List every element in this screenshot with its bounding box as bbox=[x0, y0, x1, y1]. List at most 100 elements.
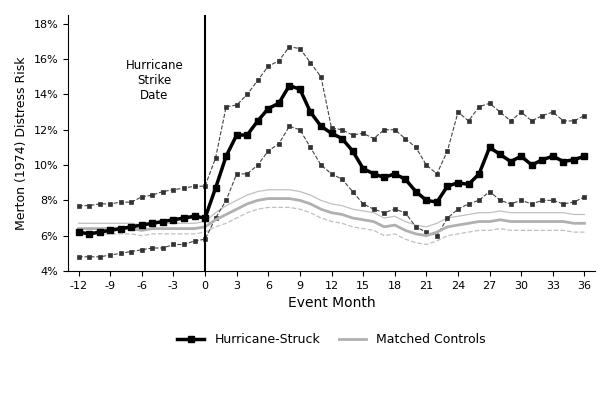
Matched Controls bbox=[381, 225, 388, 229]
Hurricane-Struck bbox=[475, 171, 483, 176]
Matched Controls bbox=[359, 217, 367, 222]
Matched Controls bbox=[475, 219, 483, 224]
Matched Controls bbox=[560, 219, 567, 224]
Hurricane-Struck bbox=[233, 133, 240, 137]
Y-axis label: Merton (1974) Distress Risk: Merton (1974) Distress Risk bbox=[15, 56, 28, 230]
Hurricane-Struck bbox=[127, 225, 135, 229]
Matched Controls bbox=[117, 226, 124, 231]
Hurricane-Struck bbox=[285, 83, 293, 88]
Text: Hurricane
Strike
Date: Hurricane Strike Date bbox=[126, 59, 184, 102]
Hurricane-Struck bbox=[296, 87, 304, 91]
Hurricane-Struck bbox=[117, 226, 124, 231]
Hurricane-Struck bbox=[570, 157, 578, 162]
Hurricane-Struck bbox=[328, 131, 335, 136]
Hurricane-Struck bbox=[423, 198, 430, 203]
Matched Controls bbox=[127, 226, 135, 231]
Hurricane-Struck bbox=[528, 163, 536, 168]
Matched Controls bbox=[149, 226, 156, 231]
Matched Controls bbox=[159, 226, 167, 231]
Hurricane-Struck bbox=[223, 154, 230, 159]
Matched Controls bbox=[391, 223, 398, 227]
Matched Controls bbox=[275, 196, 282, 201]
Matched Controls bbox=[75, 226, 82, 231]
Hurricane-Struck bbox=[275, 101, 282, 106]
Line: Hurricane-Struck: Hurricane-Struck bbox=[76, 82, 587, 237]
Hurricane-Struck bbox=[149, 221, 156, 226]
Matched Controls bbox=[570, 221, 578, 226]
Hurricane-Struck bbox=[307, 110, 314, 114]
Matched Controls bbox=[349, 216, 356, 221]
Matched Controls bbox=[223, 212, 230, 217]
Matched Controls bbox=[370, 219, 378, 224]
Matched Controls bbox=[307, 202, 314, 206]
Hurricane-Struck bbox=[465, 182, 472, 187]
Matched Controls bbox=[296, 198, 304, 203]
Matched Controls bbox=[539, 219, 546, 224]
Matched Controls bbox=[96, 226, 103, 231]
Matched Controls bbox=[339, 212, 346, 217]
Hurricane-Struck bbox=[454, 180, 462, 185]
Hurricane-Struck bbox=[85, 232, 93, 236]
Hurricane-Struck bbox=[370, 171, 378, 176]
Hurricane-Struck bbox=[170, 217, 177, 222]
Hurricane-Struck bbox=[107, 228, 114, 233]
Matched Controls bbox=[265, 196, 272, 201]
Matched Controls bbox=[433, 230, 440, 234]
Hurricane-Struck bbox=[549, 154, 556, 159]
Hurricane-Struck bbox=[517, 154, 525, 159]
Matched Controls bbox=[328, 210, 335, 215]
Matched Controls bbox=[233, 207, 240, 211]
Hurricane-Struck bbox=[138, 223, 145, 227]
Matched Controls bbox=[549, 219, 556, 224]
Hurricane-Struck bbox=[191, 214, 198, 219]
Matched Controls bbox=[517, 219, 525, 224]
Hurricane-Struck bbox=[581, 154, 588, 159]
Hurricane-Struck bbox=[433, 200, 440, 204]
Hurricane-Struck bbox=[339, 136, 346, 141]
Hurricane-Struck bbox=[181, 216, 188, 221]
Matched Controls bbox=[486, 219, 493, 224]
Matched Controls bbox=[243, 202, 251, 206]
Matched Controls bbox=[107, 226, 114, 231]
Hurricane-Struck bbox=[96, 230, 103, 234]
Matched Controls bbox=[507, 219, 514, 224]
Hurricane-Struck bbox=[254, 118, 262, 123]
Matched Controls bbox=[401, 228, 409, 233]
Matched Controls bbox=[497, 217, 504, 222]
Hurricane-Struck bbox=[486, 145, 493, 150]
Matched Controls bbox=[170, 226, 177, 231]
X-axis label: Event Month: Event Month bbox=[288, 296, 375, 310]
Matched Controls bbox=[423, 233, 430, 238]
Hurricane-Struck bbox=[412, 189, 420, 194]
Matched Controls bbox=[138, 228, 145, 233]
Matched Controls bbox=[191, 226, 198, 231]
Matched Controls bbox=[581, 221, 588, 226]
Matched Controls bbox=[465, 221, 472, 226]
Hurricane-Struck bbox=[349, 148, 356, 153]
Hurricane-Struck bbox=[539, 157, 546, 162]
Hurricane-Struck bbox=[401, 177, 409, 181]
Hurricane-Struck bbox=[201, 216, 209, 221]
Matched Controls bbox=[181, 226, 188, 231]
Matched Controls bbox=[528, 219, 536, 224]
Hurricane-Struck bbox=[265, 106, 272, 111]
Hurricane-Struck bbox=[497, 152, 504, 157]
Hurricane-Struck bbox=[359, 166, 367, 171]
Matched Controls bbox=[254, 198, 262, 203]
Line: Matched Controls: Matched Controls bbox=[79, 198, 584, 236]
Matched Controls bbox=[201, 225, 209, 229]
Hurricane-Struck bbox=[75, 230, 82, 234]
Hurricane-Struck bbox=[159, 219, 167, 224]
Hurricane-Struck bbox=[507, 159, 514, 164]
Matched Controls bbox=[212, 217, 219, 222]
Matched Controls bbox=[412, 232, 420, 236]
Legend: Hurricane-Struck, Matched Controls: Hurricane-Struck, Matched Controls bbox=[172, 328, 491, 351]
Matched Controls bbox=[317, 207, 325, 211]
Hurricane-Struck bbox=[381, 175, 388, 180]
Matched Controls bbox=[285, 196, 293, 201]
Hurricane-Struck bbox=[212, 186, 219, 190]
Hurricane-Struck bbox=[317, 124, 325, 129]
Hurricane-Struck bbox=[391, 171, 398, 176]
Hurricane-Struck bbox=[560, 159, 567, 164]
Hurricane-Struck bbox=[243, 133, 251, 137]
